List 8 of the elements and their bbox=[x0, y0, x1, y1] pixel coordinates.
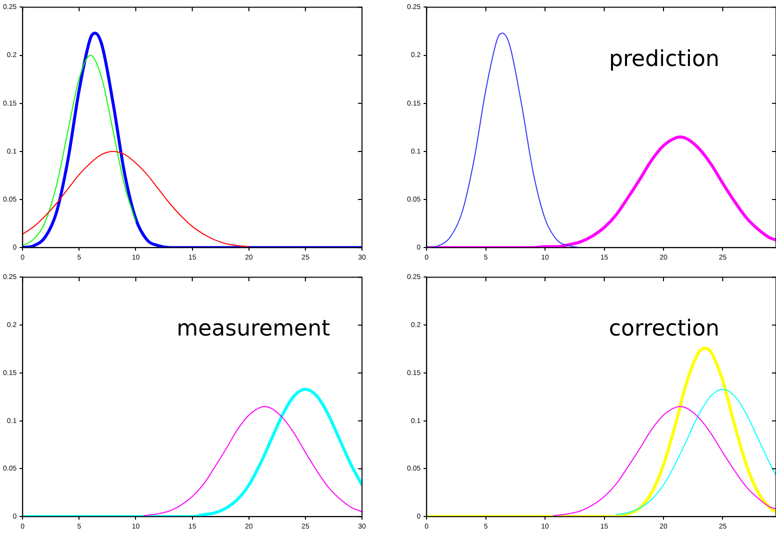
line-series bbox=[143, 406, 362, 516]
annotation: prediction bbox=[609, 46, 720, 72]
line-series bbox=[22, 150, 250, 248]
annotation: measurement bbox=[176, 316, 331, 342]
line-series bbox=[552, 406, 776, 516]
line-series bbox=[616, 388, 776, 516]
annotation: correction bbox=[608, 316, 720, 342]
line-series bbox=[22, 54, 136, 246]
